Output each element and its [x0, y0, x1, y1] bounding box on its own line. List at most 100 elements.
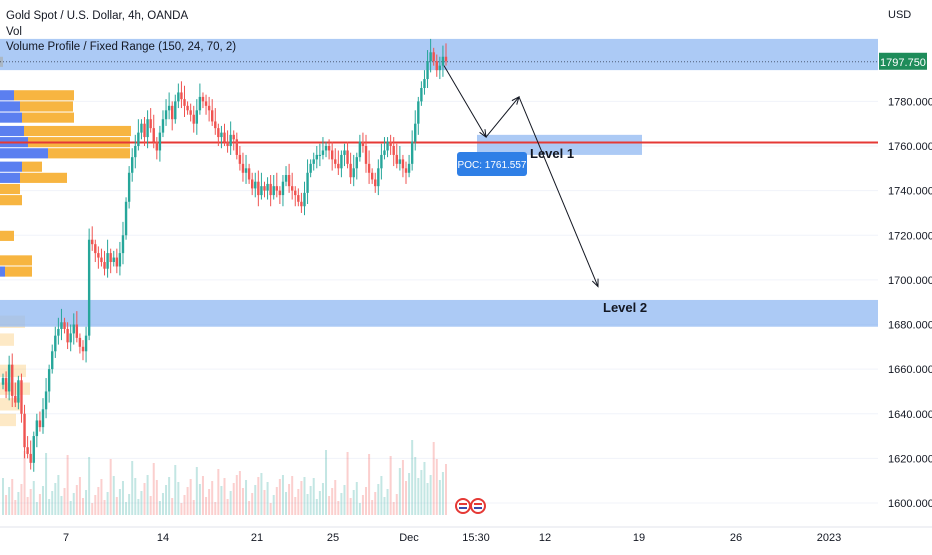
candle[interactable] — [214, 121, 217, 129]
candle[interactable] — [66, 328, 69, 343]
candle[interactable] — [41, 409, 45, 428]
candle[interactable] — [404, 168, 408, 173]
price-axis[interactable] — [878, 0, 932, 550]
candle[interactable] — [444, 56, 448, 62]
level-1-zone[interactable] — [477, 134, 642, 155]
resistance-zone-top[interactable] — [0, 38, 878, 71]
candle[interactable] — [346, 150, 349, 164]
candle[interactable] — [367, 163, 371, 173]
candle[interactable] — [47, 369, 51, 392]
candle[interactable] — [318, 154, 322, 156]
candle[interactable] — [195, 110, 199, 124]
candle[interactable] — [174, 101, 177, 120]
candle[interactable] — [334, 159, 337, 164]
candle[interactable] — [438, 65, 442, 71]
candle[interactable] — [35, 420, 39, 437]
candle[interactable] — [192, 114, 195, 124]
candle[interactable] — [349, 163, 352, 178]
candle[interactable] — [164, 110, 168, 120]
candle[interactable] — [100, 257, 103, 263]
candle[interactable] — [87, 239, 91, 336]
candle[interactable] — [4, 378, 8, 392]
current-price-tag[interactable] — [879, 52, 927, 70]
candle[interactable] — [361, 141, 365, 146]
candle[interactable] — [330, 150, 334, 160]
candle[interactable] — [260, 186, 263, 196]
candle[interactable] — [51, 351, 54, 370]
candle[interactable] — [358, 141, 362, 158]
candle[interactable] — [29, 453, 32, 463]
candle[interactable] — [432, 52, 435, 62]
candle[interactable] — [201, 96, 205, 102]
candle[interactable] — [312, 159, 315, 164]
candle[interactable] — [417, 101, 420, 124]
candle[interactable] — [250, 179, 254, 189]
candle[interactable] — [383, 150, 386, 155]
candle[interactable] — [244, 168, 248, 173]
candle[interactable] — [395, 154, 398, 164]
candle[interactable] — [75, 324, 79, 338]
candle[interactable] — [217, 128, 220, 138]
candle[interactable] — [235, 139, 239, 155]
candle[interactable] — [355, 157, 358, 169]
candle[interactable] — [109, 253, 112, 263]
candle[interactable] — [69, 333, 72, 343]
candle[interactable] — [232, 134, 235, 140]
candle[interactable] — [327, 146, 331, 151]
candle[interactable] — [392, 146, 395, 155]
candle[interactable] — [254, 181, 257, 189]
candle[interactable] — [401, 159, 405, 169]
candle[interactable] — [115, 257, 119, 267]
candle[interactable] — [441, 56, 445, 66]
candle[interactable] — [352, 168, 355, 178]
candle[interactable] — [426, 61, 429, 80]
candle[interactable] — [374, 179, 377, 187]
us-flag-event-icon[interactable] — [470, 498, 486, 514]
candle[interactable] — [287, 175, 291, 187]
candle[interactable] — [78, 337, 82, 347]
candle[interactable] — [420, 87, 423, 102]
candle[interactable] — [152, 128, 155, 142]
candle[interactable] — [269, 183, 272, 196]
candle[interactable] — [238, 154, 242, 164]
candle[interactable] — [143, 123, 146, 138]
candle[interactable] — [60, 322, 63, 329]
candle[interactable] — [414, 123, 417, 142]
candle[interactable] — [300, 201, 303, 207]
candle[interactable] — [131, 157, 134, 173]
candle[interactable] — [278, 190, 282, 196]
candle[interactable] — [137, 132, 140, 146]
candle[interactable] — [198, 96, 202, 111]
candle[interactable] — [57, 328, 60, 336]
candle[interactable] — [340, 154, 343, 169]
candle[interactable] — [315, 154, 318, 160]
candle[interactable] — [106, 253, 109, 269]
candle[interactable] — [272, 186, 275, 196]
candle[interactable] — [324, 146, 328, 151]
candle[interactable] — [54, 335, 57, 352]
candle[interactable] — [11, 364, 14, 396]
candle[interactable] — [167, 105, 171, 111]
candle[interactable] — [161, 119, 165, 133]
candle[interactable] — [84, 335, 88, 352]
candle[interactable] — [149, 119, 152, 129]
candle[interactable] — [23, 413, 26, 448]
candle[interactable] — [112, 257, 115, 263]
candle[interactable] — [124, 201, 128, 236]
candle[interactable] — [423, 79, 426, 88]
candle[interactable] — [118, 253, 122, 267]
candle[interactable] — [321, 150, 325, 155]
candle[interactable] — [204, 101, 208, 106]
candle[interactable] — [180, 92, 183, 100]
candle[interactable] — [189, 110, 192, 115]
candle[interactable] — [186, 105, 189, 111]
candle[interactable] — [158, 132, 162, 151]
candle[interactable] — [97, 253, 100, 258]
candle[interactable] — [410, 141, 414, 164]
candle[interactable] — [281, 181, 285, 196]
candle[interactable] — [210, 110, 214, 122]
candle[interactable] — [407, 163, 411, 173]
candle[interactable] — [377, 168, 380, 187]
